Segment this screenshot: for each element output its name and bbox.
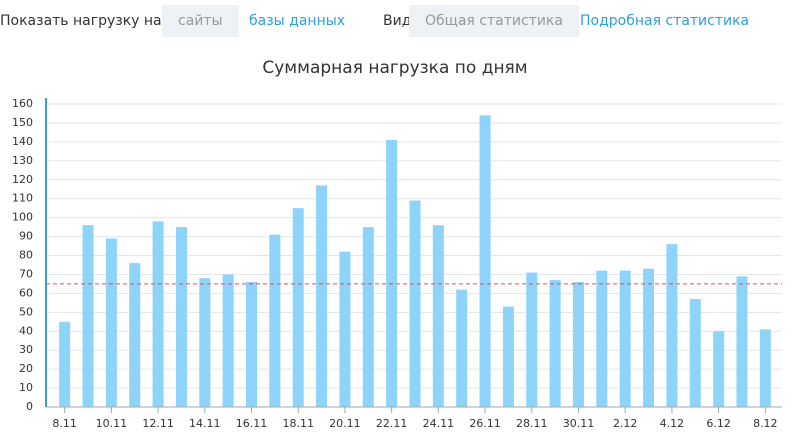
y-tick-label: 10 — [19, 381, 33, 394]
y-tick-label: 40 — [19, 324, 33, 337]
y-tick-label: 150 — [12, 116, 33, 129]
bar — [222, 274, 234, 407]
x-tick-label: 14.11 — [189, 417, 221, 430]
bar — [152, 221, 164, 407]
x-tick-label: 10.11 — [96, 417, 128, 430]
x-tick-label: 26.11 — [469, 417, 501, 430]
x-tick-label: 22.11 — [376, 417, 408, 430]
y-tick-label: 30 — [19, 343, 33, 356]
bar — [596, 270, 608, 407]
view-button[interactable]: Общая статистика — [409, 5, 579, 37]
x-tick-label: 18.11 — [282, 417, 314, 430]
show-label: Показать нагрузку на: — [0, 13, 167, 29]
bar — [316, 185, 328, 407]
bar — [292, 208, 304, 407]
x-tick-label: 20.11 — [329, 417, 361, 430]
y-tick-label: 120 — [12, 173, 33, 186]
bar — [526, 272, 538, 407]
bar — [269, 234, 281, 407]
bar — [572, 282, 584, 407]
bar — [689, 299, 701, 407]
bar — [549, 280, 561, 407]
y-tick-label: 70 — [19, 267, 33, 280]
x-tick-label: 2.12 — [613, 417, 638, 430]
x-tick-label: 24.11 — [423, 417, 455, 430]
chart-title: Суммарная нагрузка по дням — [262, 58, 527, 78]
bar — [619, 270, 631, 407]
bar — [175, 227, 187, 407]
target-button[interactable]: сайты — [162, 5, 239, 37]
view-button[interactable]: Подробная статистика — [580, 13, 750, 29]
y-tick-label: 50 — [19, 305, 33, 318]
y-tick-label: 160 — [12, 97, 33, 110]
bar — [502, 306, 514, 407]
x-tick-label: 4.12 — [660, 417, 685, 430]
bar — [456, 289, 468, 407]
bar — [432, 225, 444, 407]
x-tick-label: 12.11 — [142, 417, 174, 430]
bar — [409, 200, 421, 407]
bar — [246, 282, 258, 407]
bar — [82, 225, 94, 407]
bar — [105, 238, 117, 407]
bar — [759, 329, 771, 407]
y-tick-label: 130 — [12, 154, 33, 167]
y-tick-label: 140 — [12, 135, 33, 148]
x-tick-label: 8.11 — [52, 417, 77, 430]
x-tick-label: 16.11 — [236, 417, 268, 430]
y-tick-label: 0 — [26, 400, 33, 413]
y-tick-label: 90 — [19, 230, 33, 243]
x-tick-label: 28.11 — [516, 417, 548, 430]
bar — [362, 227, 374, 407]
y-tick-label: 80 — [19, 249, 33, 262]
y-tick-label: 100 — [12, 211, 33, 224]
bar — [199, 278, 211, 407]
y-tick-label: 20 — [19, 362, 33, 375]
bar — [479, 115, 491, 408]
x-tick-label: 8.12 — [753, 417, 778, 430]
view-label: Вид: — [383, 13, 417, 29]
bar — [386, 139, 398, 407]
bar — [339, 251, 351, 407]
bar — [59, 321, 71, 407]
bar — [736, 276, 748, 407]
x-tick-label: 30.11 — [563, 417, 595, 430]
bar — [713, 331, 725, 407]
y-tick-label: 60 — [19, 286, 33, 299]
bar — [129, 263, 141, 407]
y-tick-label: 110 — [12, 192, 33, 205]
bar — [643, 268, 655, 407]
target-button[interactable]: базы данных — [249, 13, 346, 29]
x-tick-label: 6.12 — [706, 417, 731, 430]
bar — [666, 244, 678, 407]
